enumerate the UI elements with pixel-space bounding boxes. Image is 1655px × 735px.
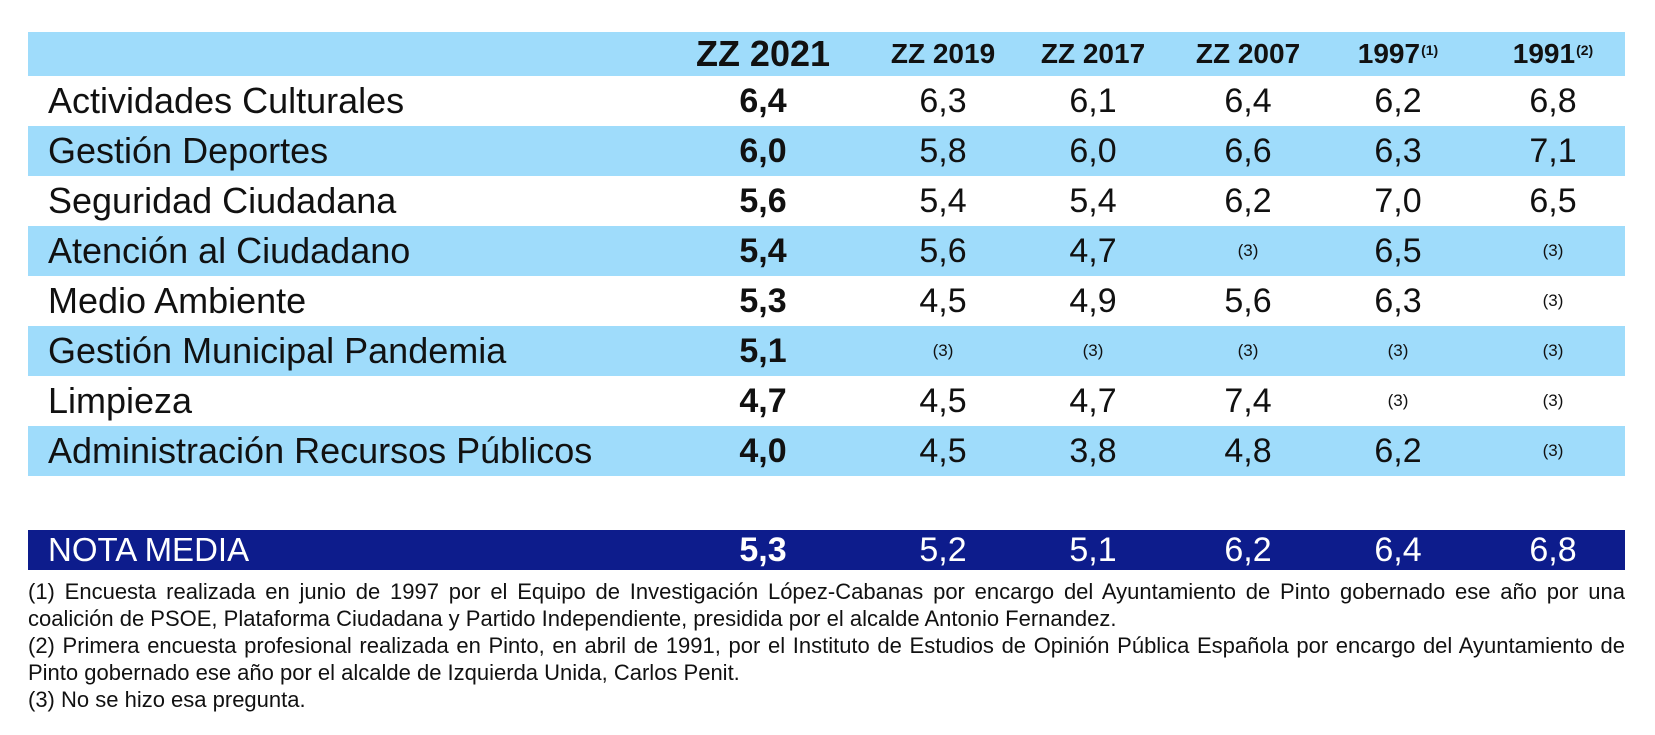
table-cell: 5,4 xyxy=(919,181,967,220)
table-cell: 6,0 xyxy=(739,131,787,170)
column-header-label: 1991 xyxy=(1512,38,1576,69)
table-cell: 7,4 xyxy=(1224,381,1272,420)
table-cell: 6,0 xyxy=(1069,131,1117,170)
table-row: Gestión Municipal Pandemia 5,1 (3) (3) (3) (3… xyxy=(28,326,1625,376)
table-cell: (3) xyxy=(1542,241,1564,260)
table-cell: (3) xyxy=(1237,341,1259,360)
table-cell: 4,5 xyxy=(919,281,967,320)
table-cell: (3) xyxy=(1387,391,1409,410)
column-header-3: ZZ 2007 xyxy=(1178,32,1318,76)
table-cell: (3) xyxy=(932,341,954,360)
table-row: Atención al Ciudadano 5,4 5,6 4,7 (3) 6,5 (3) xyxy=(28,226,1625,276)
summary-cell: 6,8 xyxy=(1529,530,1577,569)
table-row: Medio Ambiente 5,3 4,5 4,9 5,6 6,3 (3) xyxy=(28,276,1625,326)
footnotes: (1) Encuesta realizada en junio de 1997 … xyxy=(28,578,1625,713)
row-label: Administración Recursos Públicos xyxy=(48,430,593,471)
table-cell: 4,5 xyxy=(919,431,967,470)
table-cell: 4,7 xyxy=(1069,231,1117,270)
table-row: Limpieza 4,7 4,5 4,7 7,4 (3) (3) xyxy=(28,376,1625,426)
summary-cell: 6,4 xyxy=(1374,530,1422,569)
column-header-label: ZZ 2017 xyxy=(1040,38,1146,69)
table-cell: 6,1 xyxy=(1069,81,1117,120)
table-cell: 5,8 xyxy=(919,131,967,170)
table-cell: 5,3 xyxy=(739,281,787,320)
footnote-2: (2) Primera encuesta profesional realiza… xyxy=(28,633,1625,685)
table-cell: 6,6 xyxy=(1224,131,1272,170)
table-cell: 5,6 xyxy=(739,181,787,220)
column-header-5: 1991 (2) xyxy=(1483,32,1623,76)
column-header-label: ZZ 2007 xyxy=(1195,38,1301,69)
footnote-1: (1) Encuesta realizada en junio de 1997 … xyxy=(28,579,1625,631)
table-cell: 6,2 xyxy=(1224,181,1272,220)
table-cell: 4,0 xyxy=(739,431,787,470)
table-cell: (3) xyxy=(1542,341,1564,360)
column-header-label: 1997 xyxy=(1357,38,1421,69)
footnote-3: (3) No se hizo esa pregunta. xyxy=(28,687,306,712)
column-header-2: ZZ 2017 xyxy=(1023,32,1163,76)
table-cell: 4,9 xyxy=(1069,281,1117,320)
table-body: Actividades Culturales 6,4 6,3 6,1 6,4 6,2 6,8… xyxy=(28,76,1625,476)
table-cell: 6,2 xyxy=(1374,81,1422,120)
table-cell: 5,6 xyxy=(919,231,967,270)
summary-cell: 5,1 xyxy=(1069,530,1117,569)
table-cell: 6,4 xyxy=(739,81,787,120)
table-cell: 6,5 xyxy=(1529,181,1577,220)
row-label: Seguridad Ciudadana xyxy=(48,180,397,221)
table-cell: 5,6 xyxy=(1224,281,1272,320)
table-cell: 6,3 xyxy=(919,81,967,120)
table-cell: 5,4 xyxy=(739,231,787,270)
row-label: Atención al Ciudadano xyxy=(48,230,411,271)
table-cell: (3) xyxy=(1387,341,1409,360)
table-cell: 6,8 xyxy=(1529,81,1577,120)
table-cell: 6,2 xyxy=(1374,431,1422,470)
column-header-label: ZZ 2019 xyxy=(890,38,996,69)
header-row: ZZ 2021 ZZ 2019 ZZ 2017 ZZ 2007 1997 (1) 1991(… xyxy=(28,32,1625,76)
table-cell: 5,1 xyxy=(739,331,787,370)
ratings-table: ZZ 2021 ZZ 2019 ZZ 2017 ZZ 2007 1997 (1) 1991(… xyxy=(28,32,1625,476)
table-row: Administración Recursos Públicos 4,0 4,5 3,… xyxy=(28,426,1625,476)
table-cell: 7,1 xyxy=(1529,131,1577,170)
table-cell: (3) xyxy=(1542,391,1564,410)
row-label: Gestión Deportes xyxy=(48,130,329,171)
column-header-footnote-mark: (1) xyxy=(1421,42,1439,58)
table-cell: (3) xyxy=(1542,441,1564,460)
column-header-footnote-mark: (2) xyxy=(1576,42,1594,58)
table-row: Gestión Deportes 6,0 5,8 6,0 6,6 6,3 7,1 xyxy=(28,126,1625,176)
summary-label: NOTA MEDIA xyxy=(48,531,250,568)
table-cell: (3) xyxy=(1082,341,1104,360)
summary-row: NOTA MEDIA 5,3 5,2 5,1 6,2 6,4 6,8 xyxy=(28,530,1625,570)
table-cell: 6,5 xyxy=(1374,231,1422,270)
table-cell: (3) xyxy=(1237,241,1259,260)
summary-cell: 6,2 xyxy=(1224,530,1272,569)
column-header-label: ZZ 2021 xyxy=(695,33,831,74)
summary-cell: 5,3 xyxy=(739,530,787,569)
table-cell: 4,5 xyxy=(919,381,967,420)
row-label: Limpieza xyxy=(48,380,193,421)
table-row: Seguridad Ciudadana 5,6 5,4 5,4 6,2 7,0 6,5 xyxy=(28,176,1625,226)
row-label: Actividades Culturales xyxy=(48,80,405,121)
table-row: Actividades Culturales 6,4 6,3 6,1 6,4 6,2 6,8 xyxy=(28,76,1625,126)
column-header-1: ZZ 2019 xyxy=(873,32,1013,76)
table-cell: 4,8 xyxy=(1224,431,1272,470)
table-cell: 5,4 xyxy=(1069,181,1117,220)
summary-cell: 5,2 xyxy=(919,530,967,569)
row-label: Gestión Municipal Pandemia xyxy=(48,330,507,371)
table-cell: 6,3 xyxy=(1374,131,1422,170)
table-cell: 7,0 xyxy=(1374,181,1422,220)
table-cell: (3) xyxy=(1542,291,1564,310)
table-cell: 6,3 xyxy=(1374,281,1422,320)
row-label: Medio Ambiente xyxy=(48,280,307,321)
column-header-0: ZZ 2021 xyxy=(693,32,833,76)
table-cell: 6,4 xyxy=(1224,81,1272,120)
table-cell: 3,8 xyxy=(1069,431,1117,470)
table-cell: 4,7 xyxy=(1069,381,1117,420)
table-cell: 4,7 xyxy=(739,381,787,420)
column-header-4: 1997 (1) xyxy=(1328,32,1468,76)
